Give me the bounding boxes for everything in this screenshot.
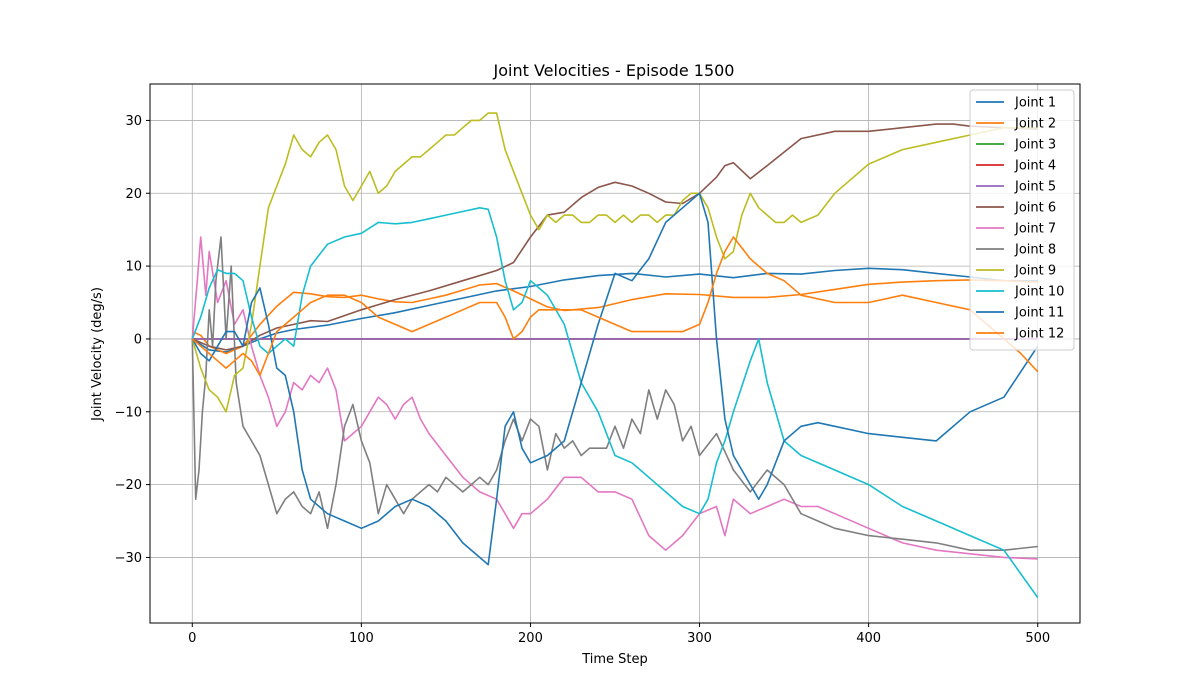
legend-label: Joint 8 — [1014, 243, 1056, 258]
y-tick-label: 0 — [134, 332, 142, 347]
chart-title: Joint Velocities - Episode 1500 — [493, 61, 735, 80]
legend-label: Joint 6 — [1014, 201, 1056, 216]
legend-label: Joint 12 — [1014, 327, 1064, 342]
x-tick-label: 500 — [1025, 631, 1050, 646]
y-tick-label: −20 — [115, 478, 142, 493]
grid — [150, 84, 1080, 623]
x-tick-label: 0 — [188, 631, 196, 646]
y-tick-label: 10 — [125, 260, 142, 275]
x-tick-label: 400 — [856, 631, 881, 646]
series-line-joint-2 — [191, 279, 1038, 355]
x-tick-label: 300 — [687, 631, 712, 646]
y-tick-label: −10 — [115, 405, 142, 420]
series-line-joint-9 — [191, 112, 1038, 413]
legend-label: Joint 7 — [1014, 222, 1056, 237]
legend: Joint 1 Joint 2 Joint 3 Joint 4 Joint 5 Joint… — [969, 89, 1075, 351]
series-group — [191, 112, 1039, 598]
legend-label: Joint 4 — [1014, 159, 1056, 174]
y-tick-label: −30 — [115, 551, 142, 566]
legend-label: Joint 2 — [1014, 117, 1056, 132]
y-axis-label: Joint Velocity (deg/s) — [90, 287, 105, 422]
legend-label: Joint 10 — [1014, 285, 1064, 300]
y-tick-label: 30 — [125, 114, 142, 129]
legend-label: Joint 11 — [1014, 306, 1064, 321]
legend-box — [969, 89, 1075, 351]
x-axis: 0 100 200 300 400 500 — [188, 623, 1050, 646]
x-tick-label: 100 — [349, 631, 374, 646]
legend-label: Joint 1 — [1014, 96, 1056, 111]
y-axis: −30 −20 −10 0 10 20 30 — [115, 114, 150, 566]
plot-area-frame — [149, 83, 1081, 624]
legend-label: Joint 3 — [1014, 138, 1056, 153]
series-line-joint-7 — [191, 236, 1038, 560]
series-line-joint-12 — [191, 236, 1039, 377]
y-tick-label: 20 — [125, 187, 142, 202]
legend-label: Joint 9 — [1014, 264, 1056, 279]
legend-label: Joint 5 — [1014, 180, 1056, 195]
x-tick-label: 200 — [518, 631, 543, 646]
series-line-joint-11 — [191, 192, 1039, 566]
series-line-joint-8 — [191, 236, 1038, 552]
x-axis-label: Time Step — [581, 652, 648, 667]
series-line-joint-6 — [191, 123, 1038, 351]
